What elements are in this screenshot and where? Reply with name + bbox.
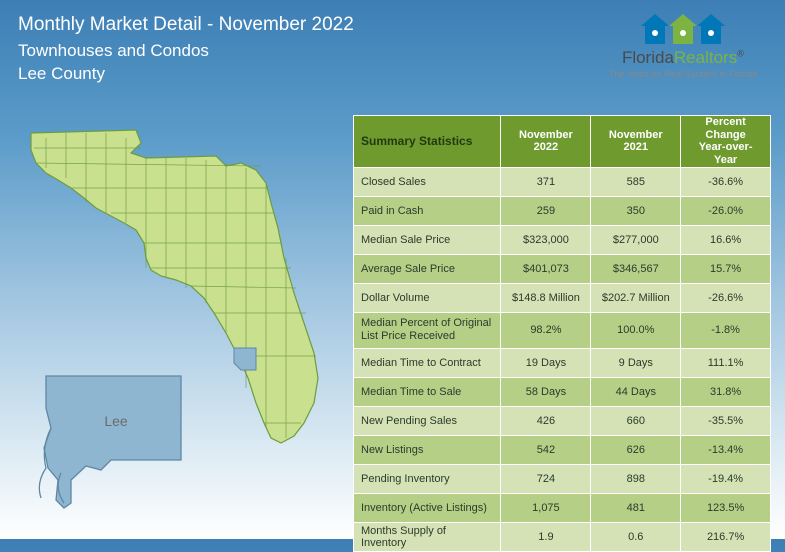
- metric-prior: 100.0%: [591, 312, 681, 348]
- metric-current: 426: [501, 406, 591, 435]
- metric-label: Median Time to Sale: [354, 377, 501, 406]
- col-header-prior: November 2021: [591, 116, 681, 168]
- table-row: Pending Inventory724898-19.4%: [354, 464, 771, 493]
- metric-label: Average Sale Price: [354, 254, 501, 283]
- metric-current: 542: [501, 435, 591, 464]
- table-row: Paid in Cash259350-26.0%: [354, 196, 771, 225]
- metric-current: 371: [501, 167, 591, 196]
- metric-pct: -26.6%: [681, 283, 771, 312]
- table-row: Dollar Volume$148.8 Million$202.7 Millio…: [354, 283, 771, 312]
- metric-pct: -26.0%: [681, 196, 771, 225]
- table-row: Months Supply of Inventory1.90.6216.7%: [354, 522, 771, 551]
- metric-current: $148.8 Million: [501, 283, 591, 312]
- metric-prior: 44 Days: [591, 377, 681, 406]
- metric-current: 1,075: [501, 493, 591, 522]
- report-subtitle: Townhouses and Condos: [18, 39, 354, 63]
- logo-brand-text: FloridaRealtors®: [609, 48, 757, 68]
- metric-current: $323,000: [501, 225, 591, 254]
- table-row: New Listings542626-13.4%: [354, 435, 771, 464]
- metric-prior: $277,000: [591, 225, 681, 254]
- summary-statistics-table-wrap: Summary Statistics November 2022 Novembe…: [353, 115, 771, 552]
- metric-pct: -1.8%: [681, 312, 771, 348]
- logo-tagline: The Voice for Real Estate® in Florida: [609, 69, 757, 79]
- metric-label: New Pending Sales: [354, 406, 501, 435]
- metric-pct: 15.7%: [681, 254, 771, 283]
- metric-current: 724: [501, 464, 591, 493]
- metric-label: Paid in Cash: [354, 196, 501, 225]
- metric-label: Dollar Volume: [354, 283, 501, 312]
- metric-label: Closed Sales: [354, 167, 501, 196]
- metric-label: Median Time to Contract: [354, 348, 501, 377]
- florida-realtors-logo: FloridaRealtors® The Voice for Real Esta…: [609, 14, 757, 79]
- summary-statistics-table: Summary Statistics November 2022 Novembe…: [353, 115, 771, 552]
- metric-label: Pending Inventory: [354, 464, 501, 493]
- map-svg: Lee: [16, 108, 346, 518]
- col-header-summary: Summary Statistics: [354, 116, 501, 168]
- table-row: Inventory (Active Listings)1,075481123.5…: [354, 493, 771, 522]
- metric-pct: -36.6%: [681, 167, 771, 196]
- florida-map: Lee: [16, 108, 346, 518]
- metric-label: Months Supply of Inventory: [354, 522, 501, 551]
- metric-current: 98.2%: [501, 312, 591, 348]
- report-county: Lee County: [18, 62, 354, 86]
- metric-prior: 350: [591, 196, 681, 225]
- table-row: Closed Sales371585-36.6%: [354, 167, 771, 196]
- report-header: Monthly Market Detail - November 2022 To…: [18, 12, 354, 86]
- metric-current: $401,073: [501, 254, 591, 283]
- metric-prior: 898: [591, 464, 681, 493]
- col-header-pct: Percent Change Year-over-Year: [681, 116, 771, 168]
- table-row: Median Time to Sale58 Days44 Days31.8%: [354, 377, 771, 406]
- metric-label: New Listings: [354, 435, 501, 464]
- metric-label: Median Percent of Original List Price Re…: [354, 312, 501, 348]
- table-header-row: Summary Statistics November 2022 Novembe…: [354, 116, 771, 168]
- table-row: Median Time to Contract19 Days9 Days111.…: [354, 348, 771, 377]
- metric-pct: 123.5%: [681, 493, 771, 522]
- metric-prior: 0.6: [591, 522, 681, 551]
- table-row: Median Sale Price$323,000$277,00016.6%: [354, 225, 771, 254]
- metric-pct: 16.6%: [681, 225, 771, 254]
- table-row: Average Sale Price$401,073$346,56715.7%: [354, 254, 771, 283]
- metric-label: Median Sale Price: [354, 225, 501, 254]
- metric-prior: 9 Days: [591, 348, 681, 377]
- metric-prior: 481: [591, 493, 681, 522]
- metric-pct: 31.8%: [681, 377, 771, 406]
- metric-prior: 626: [591, 435, 681, 464]
- metric-pct: 111.1%: [681, 348, 771, 377]
- metric-pct: -35.5%: [681, 406, 771, 435]
- logo-houses-icon: [609, 14, 757, 46]
- lee-county-highlight: [234, 348, 256, 370]
- col-header-current: November 2022: [501, 116, 591, 168]
- metric-current: 19 Days: [501, 348, 591, 377]
- inset-label: Lee: [104, 413, 128, 429]
- metric-label: Inventory (Active Listings): [354, 493, 501, 522]
- table-row: Median Percent of Original List Price Re…: [354, 312, 771, 348]
- lee-county-inset: Lee: [39, 376, 181, 508]
- metric-prior: 585: [591, 167, 681, 196]
- metric-current: 259: [501, 196, 591, 225]
- metric-current: 1.9: [501, 522, 591, 551]
- metric-pct: -19.4%: [681, 464, 771, 493]
- report-title: Monthly Market Detail - November 2022: [18, 12, 354, 39]
- metric-prior: $202.7 Million: [591, 283, 681, 312]
- metric-pct: -13.4%: [681, 435, 771, 464]
- metric-current: 58 Days: [501, 377, 591, 406]
- table-row: New Pending Sales426660-35.5%: [354, 406, 771, 435]
- metric-pct: 216.7%: [681, 522, 771, 551]
- metric-prior: 660: [591, 406, 681, 435]
- metric-prior: $346,567: [591, 254, 681, 283]
